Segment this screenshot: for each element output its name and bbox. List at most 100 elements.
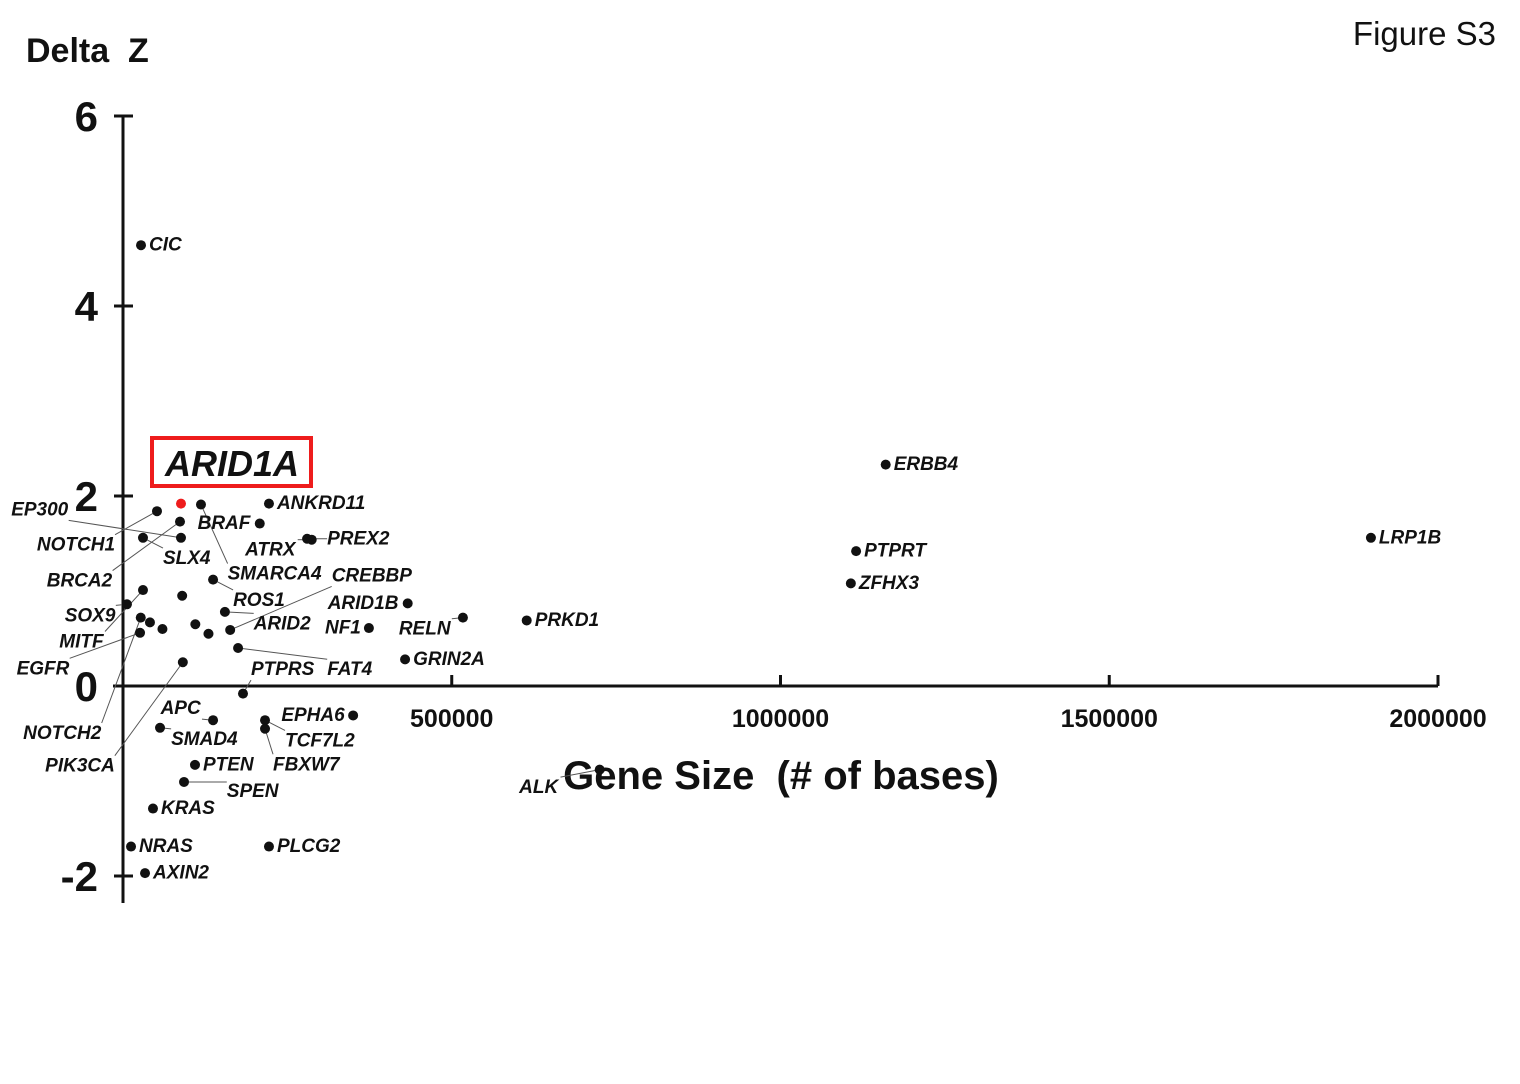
label-leader-line [114,661,184,756]
data-point-tcf7l2 [260,715,271,726]
data-point-kras [147,803,158,814]
y-tick-label: 0 [75,663,98,710]
gene-label: NOTCH2 [23,723,102,744]
data-point [203,628,214,639]
gene-label: PTPRT [864,541,927,562]
data-point-ankrd11 [263,498,274,509]
x-tick-label: 500000 [410,705,493,733]
gene-label: BRCA2 [47,571,113,592]
x-tick-label: 2000000 [1389,705,1486,733]
gene-label: ROS1 [233,590,285,611]
gene-label: SPEN [227,781,280,802]
gene-label: PREX2 [327,528,390,549]
gene-label: SMAD4 [171,729,238,750]
gene-label: FAT4 [327,659,372,680]
data-point-alk [594,764,605,775]
data-point-zfhx3 [845,578,856,589]
data-point-sox9 [121,599,132,610]
gene-label: APC [160,698,201,719]
data-point-arid1b [402,598,413,609]
data-point-grin2a [400,654,411,665]
y-tick-label: -2 [61,853,98,900]
label-leader-line [560,769,600,778]
data-point-reln [457,612,468,623]
data-point-ptprt [851,546,862,557]
x-tick-label: 1000000 [732,705,829,733]
gene-label: PTPRS [251,659,315,680]
gene-label: KRAS [161,798,215,819]
data-point [144,617,155,628]
data-point-fbxw7 [260,723,271,734]
gene-label: RELN [399,619,452,640]
label-leader-line [237,647,328,660]
y-tick-label: 2 [75,473,98,520]
data-point [177,590,188,601]
gene-label: NRAS [139,836,193,857]
gene-label: CREBBP [332,565,413,586]
data-point-slx4 [137,532,148,543]
highlight-label: ARID1A [164,443,299,484]
data-point-crebbp [225,624,236,635]
gene-label: EP300 [11,499,68,520]
data-point-smarca4 [195,499,206,510]
y-tick-label: 4 [75,283,99,330]
data-point-erbb4 [880,459,891,470]
x-axis-title: Gene Size (# of bases) [563,754,999,798]
data-point-notch1 [151,506,162,517]
gene-label: ATRX [244,540,297,561]
data-point-notch2 [135,612,146,623]
data-point-smad4 [155,722,166,733]
label-leader-line [69,632,141,659]
gene-label: EPHA6 [281,705,345,726]
data-point [157,624,168,634]
gene-label: NOTCH1 [37,535,115,556]
gene-label: TCF7L2 [285,730,355,751]
data-point-prkd1 [521,615,532,626]
gene-label: ALK [518,777,559,798]
label-leader-line [112,521,181,571]
gene-label: SMARCA4 [228,564,322,585]
highlight-box [150,436,313,488]
gene-label: EGFR [17,658,70,679]
data-point [190,619,201,630]
gene-label: CIC [149,235,182,256]
label-leader-line [114,510,158,536]
y-axis-title: Delta Z [26,32,149,70]
data-point-brca2 [175,516,186,527]
gene-label: SOX9 [65,605,116,626]
gene-label: GRIN2A [413,649,485,670]
data-point-mitf [137,585,148,596]
gene-label: MITF [59,632,105,653]
gene-label: BRAF [198,513,252,534]
data-point-arid2 [219,606,230,617]
data-point-ep300 [175,532,186,543]
gene-label: AXIN2 [152,863,209,884]
gene-label: ERBB4 [894,454,959,475]
label-leader-line [104,589,144,632]
data-point-plcg2 [263,841,274,852]
gene-label: ARID1B [327,593,399,614]
data-point-braf [254,518,265,529]
gene-label: PTEN [203,754,255,775]
data-point-nras [126,841,137,852]
gene-label: ARID2 [253,613,311,634]
data-point-atrx [306,534,317,545]
data-point-nf1 [363,623,374,634]
label-leader-line [101,617,142,724]
gene-label: PIK3CA [45,756,115,777]
label-leader-line [68,519,182,539]
figure-label: Figure S3 [1353,15,1496,52]
data-point-ros1 [208,574,219,585]
data-point-axin2 [140,868,151,879]
data-point-apc [208,715,219,726]
data-point-fat4 [233,643,244,653]
data-point-pten [189,759,200,770]
x-tick-label: 1500000 [1061,705,1158,733]
data-point-ptprs [237,688,248,699]
data-point-egfr [135,627,146,638]
gene-label: PRKD1 [535,610,599,631]
data-point-cic [136,240,147,251]
data-point-pik3ca [177,657,188,668]
gene-label: PLCG2 [277,836,341,857]
